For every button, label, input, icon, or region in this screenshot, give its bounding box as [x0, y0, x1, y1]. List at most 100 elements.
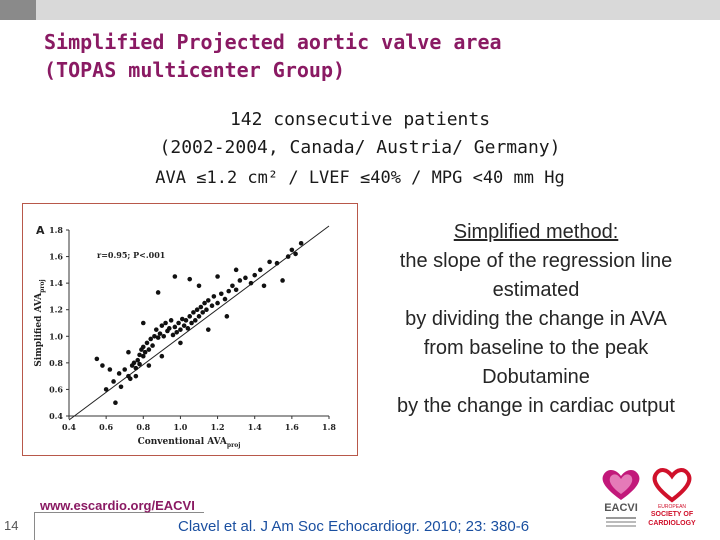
citation-journal: J Am Soc Echocardiogr. 2010; 23: 380-6 [256, 518, 530, 535]
data-point [150, 343, 155, 348]
data-point [168, 318, 174, 323]
x-tick-label: 1.2 [211, 422, 225, 432]
x-tick-label: 1.4 [248, 422, 262, 432]
data-point [196, 283, 202, 289]
x-tick-label: 0.4 [62, 422, 76, 432]
esc-logo-line3: CARDIOLOGY [648, 520, 696, 527]
method-line: by the change in cardiac output [397, 395, 675, 417]
data-point [224, 314, 230, 319]
title-line-1: Simplified Projected aortic valve area [44, 30, 502, 54]
data-point [185, 326, 191, 331]
data-point [144, 340, 150, 346]
heart-outline-icon [652, 468, 692, 503]
data-point [222, 296, 228, 302]
slide-title: Simplified Projected aortic valve area (… [44, 28, 684, 84]
data-point [137, 352, 142, 358]
esc-logo: EUROPEAN SOCIETY OF CARDIOLOGY [648, 464, 696, 534]
data-point [202, 300, 207, 306]
eacvi-logo: EACVI [596, 464, 646, 534]
data-point [198, 304, 204, 310]
data-point [113, 400, 118, 406]
data-point [172, 324, 178, 330]
data-point [178, 340, 183, 346]
subtitle-line-1: 142 consecutive patients [229, 109, 491, 130]
x-tick-label: 0.6 [99, 422, 113, 432]
data-point [289, 247, 295, 253]
method-description: Simplified method: the slope of the regr… [372, 218, 700, 421]
data-point [153, 327, 159, 332]
data-point [209, 303, 215, 309]
data-point [140, 344, 146, 350]
data-point [200, 310, 206, 315]
citation-authors: Clavel et al. [178, 518, 257, 535]
inclusion-criteria: AVA ≤1.2 cm² / LVEF ≤40% / MPG <40 mm Hg [155, 168, 565, 188]
data-point [274, 260, 280, 266]
data-point [170, 332, 176, 338]
data-point [131, 360, 137, 366]
footer-divider-horizontal [34, 512, 204, 513]
data-point [187, 314, 193, 319]
data-point [293, 251, 298, 257]
data-point [189, 320, 194, 326]
data-point [267, 259, 272, 265]
data-point [183, 318, 189, 323]
esc-logo-line1: EUROPEAN [657, 504, 687, 510]
esc-logo-line2: SOCIETY OF [650, 511, 694, 518]
data-point [280, 278, 285, 283]
data-point [233, 287, 239, 293]
subtitle-line-2: (2002-2004, Canada/ Austria/ Germany) [159, 137, 561, 158]
data-point [181, 323, 187, 328]
study-description: 142 consecutive patients (2002-2004, Can… [0, 106, 720, 162]
x-axis-label-subscript: proj [227, 442, 241, 449]
data-point [157, 331, 163, 336]
data-point [118, 384, 124, 390]
y-tick-label: 1.0 [49, 331, 63, 341]
method-line: from baseline to the peak [423, 337, 649, 359]
y-axis-label-subscript: proj [39, 279, 46, 293]
data-point [205, 327, 211, 332]
data-point [215, 300, 220, 306]
y-axis-label: Simplified AVAproj [34, 279, 46, 366]
y-tick-label: 1.4 [49, 278, 63, 288]
data-point [152, 333, 157, 339]
data-point [233, 267, 239, 273]
data-point [261, 283, 267, 289]
data-point [146, 363, 152, 368]
x-tick-label: 0.8 [136, 422, 150, 432]
x-tick-label: 1.6 [285, 422, 299, 432]
data-point [155, 290, 161, 295]
data-point [176, 320, 181, 326]
data-point [155, 335, 161, 340]
y-tick-label: 0.8 [49, 358, 63, 368]
data-point [140, 353, 146, 359]
data-point [135, 357, 141, 363]
data-point [161, 333, 167, 339]
data-point [133, 365, 139, 371]
page-number: 14 [4, 518, 19, 533]
data-point [243, 275, 248, 281]
y-tick-label: 0.4 [49, 411, 63, 421]
data-point [116, 371, 122, 376]
title-line-2: (TOPAS multicenter Group) [44, 58, 346, 82]
scatter-chart-panel: 0.4 0.6 0.8 1.0 1.2 1.4 1.6 1.8 0.4 0.6 0.8 1.0 1.2 1… [22, 203, 358, 456]
heart-icon [602, 470, 640, 500]
data-point [166, 326, 172, 331]
data-point [178, 327, 183, 332]
data-point [159, 323, 165, 328]
footer-url-link[interactable]: www.escardio.org/EACVI [40, 498, 195, 513]
data-point [298, 240, 304, 246]
data-point [237, 278, 243, 283]
data-point [111, 379, 116, 384]
data-point [218, 291, 224, 297]
regression-line [68, 225, 330, 421]
data-point [192, 318, 198, 323]
data-point [248, 280, 254, 286]
data-point [204, 307, 209, 313]
data-point [172, 274, 178, 279]
data-point [194, 307, 200, 313]
data-point [196, 314, 202, 319]
data-point [179, 316, 185, 322]
data-point [257, 267, 263, 273]
footer-divider-vertical [34, 512, 35, 540]
data-point [148, 336, 154, 342]
